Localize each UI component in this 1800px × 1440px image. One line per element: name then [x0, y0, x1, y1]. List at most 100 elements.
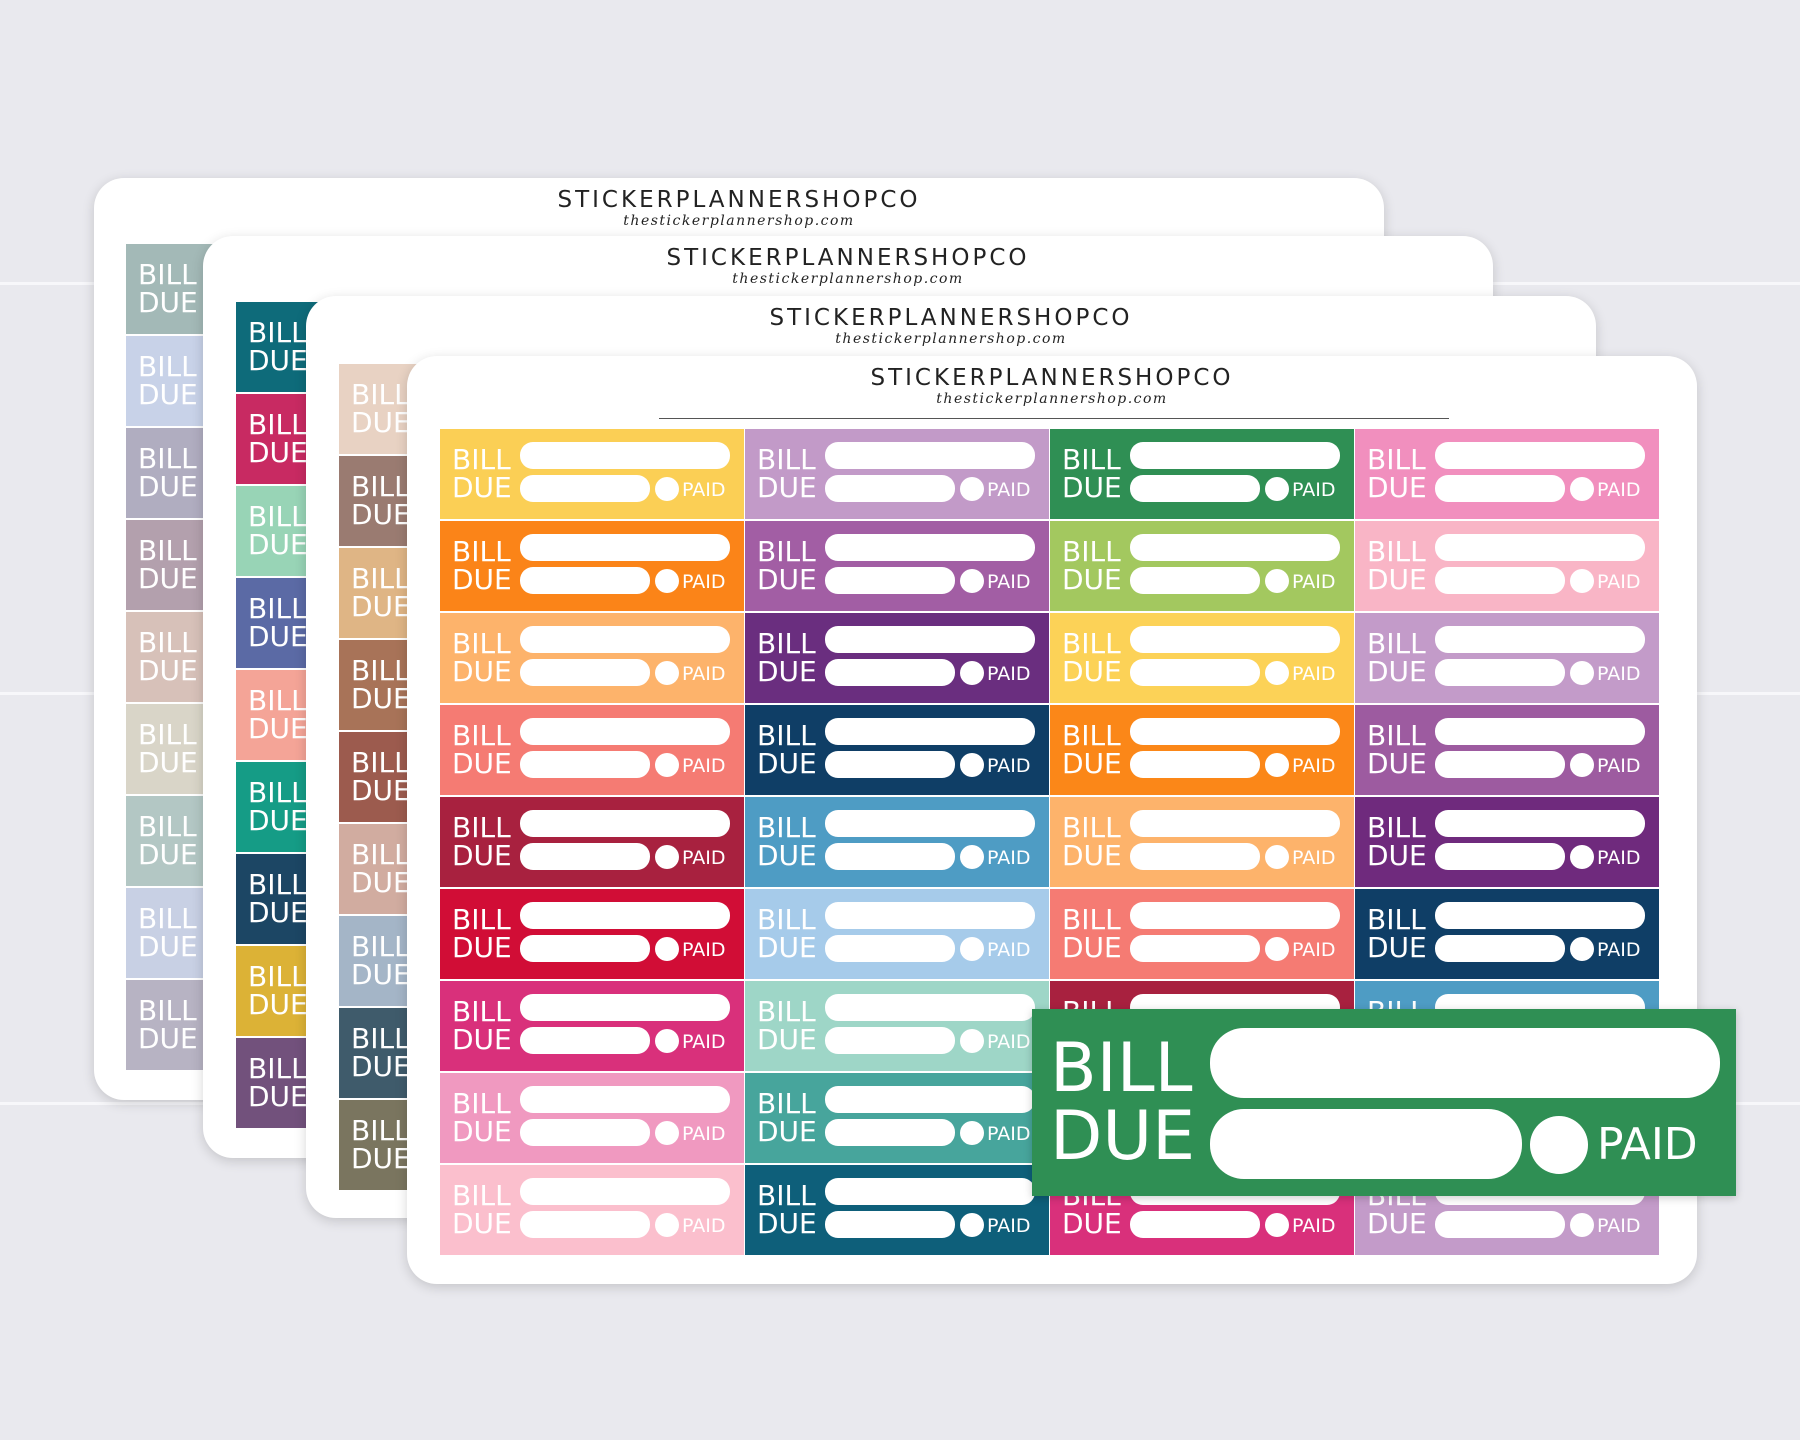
line-bill: BILL: [757, 719, 816, 752]
line-due: DUE: [757, 563, 817, 596]
line-due: DUE: [248, 344, 308, 377]
writing-bar-bottom: [825, 659, 955, 686]
line-bill: BILL: [1367, 719, 1426, 752]
line-bill: BILL: [1062, 627, 1121, 660]
writing-bar-bottom: [825, 843, 955, 870]
writing-bar-top: [1435, 718, 1645, 745]
line-due: DUE: [452, 1207, 512, 1240]
writing-bar-top: [825, 442, 1035, 469]
writing-bar-top: [825, 810, 1035, 837]
paid-label: PAID: [987, 571, 1031, 593]
line-bill: BILL: [351, 1022, 410, 1055]
paid-checkbox: [1570, 1213, 1594, 1237]
writing-bar-bottom: [1130, 567, 1260, 594]
sheet-website: thestickerplannershop.com: [623, 213, 855, 229]
writing-bar-bottom: [520, 1027, 650, 1054]
writing-bar-top: [520, 534, 730, 561]
line-bill: BILL: [351, 378, 410, 411]
writing-bar-bottom: [825, 751, 955, 778]
line-bill: BILL: [757, 995, 816, 1028]
writing-bar-bottom: [1130, 475, 1260, 502]
paid-checkbox: [960, 477, 984, 501]
paid-label: PAID: [1597, 847, 1641, 869]
paid-checkbox: [1570, 753, 1594, 777]
writing-bar-bottom: [825, 1211, 955, 1238]
paid-checkbox: [1570, 569, 1594, 593]
writing-bar-bottom: [520, 475, 650, 502]
paid-label: PAID: [1597, 755, 1641, 777]
writing-bar-bottom: [1435, 843, 1565, 870]
line-bill: BILL: [1367, 627, 1426, 660]
line-bill: BILL: [138, 902, 197, 935]
line-due: DUE: [452, 471, 512, 504]
writing-bar-bottom: [1435, 567, 1565, 594]
paid-label: PAID: [1597, 663, 1641, 685]
paid-label: PAID: [682, 1215, 726, 1237]
paid-checkbox: [1265, 1213, 1289, 1237]
line-bill: BILL: [138, 350, 197, 383]
line-bill: BILL: [452, 1087, 511, 1120]
paid-checkbox: [960, 569, 984, 593]
paid-checkbox: [655, 661, 679, 685]
line-bill: BILL: [138, 442, 197, 475]
line-bill: BILL: [351, 838, 410, 871]
line-due: DUE: [351, 1142, 411, 1175]
line-bill: BILL: [1062, 811, 1121, 844]
zoom-writing-bar-bottom: [1210, 1109, 1522, 1179]
writing-bar-top: [1130, 718, 1340, 745]
line-bill: BILL: [351, 654, 410, 687]
paid-label: PAID: [987, 1031, 1031, 1053]
line-bill: BILL: [452, 903, 511, 936]
line-bill: BILL: [1062, 535, 1121, 568]
line-bill: BILL: [1367, 811, 1426, 844]
line-due: DUE: [138, 746, 198, 779]
writing-bar-top: [1435, 534, 1645, 561]
line-bill: BILL: [138, 810, 197, 843]
writing-bar-bottom: [520, 567, 650, 594]
line-due: DUE: [248, 528, 308, 561]
line-bill: BILL: [138, 258, 197, 291]
writing-bar-top: [825, 1178, 1035, 1205]
line-bill: BILL: [351, 562, 410, 595]
writing-bar-top: [1435, 442, 1645, 469]
line-bill: BILL: [757, 811, 816, 844]
paid-label: PAID: [1597, 939, 1641, 961]
writing-bar-bottom: [825, 935, 955, 962]
line-bill: BILL: [757, 1179, 816, 1212]
line-bill: BILL: [452, 535, 511, 568]
paid-checkbox: [960, 937, 984, 961]
line-due: DUE: [138, 378, 198, 411]
line-bill: BILL: [138, 534, 197, 567]
line-due: DUE: [351, 406, 411, 439]
line-due: DUE: [1062, 747, 1122, 780]
writing-bar-top: [825, 626, 1035, 653]
paid-label: PAID: [1292, 479, 1336, 501]
paid-label: PAID: [682, 571, 726, 593]
